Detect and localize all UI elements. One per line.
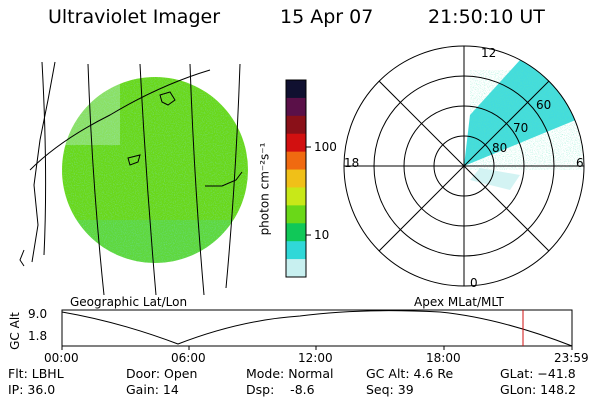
geo-longitude-readout: GLon: 148.2 (500, 382, 576, 397)
mlt-label-6: 6 (576, 156, 584, 170)
mlt-label-18: 18 (344, 156, 360, 170)
geo-latitude-readout: GLat: −41.8 (500, 366, 576, 381)
scale-tick-100: 100 (314, 140, 337, 154)
coastline (19, 61, 243, 267)
orbit-ytick-min: 1.8 (28, 329, 48, 343)
scale-tick-10: 10 (314, 228, 330, 242)
orbit-ylabel: GC Alt (7, 312, 22, 350)
color-scale-segment (286, 241, 306, 260)
color-scale-segment (286, 115, 306, 135)
color-scale-segment (286, 223, 306, 242)
mlt-label-0: 0 (470, 276, 478, 290)
dsp-readout: Dsp: -8.6 (246, 382, 315, 397)
orbit-altitude-curve (61, 310, 573, 347)
orbit-plot (61, 309, 573, 350)
scale-unit-label: photon cm⁻²s⁻¹ (257, 142, 272, 236)
instrument-title: Ultraviolet Imager (48, 6, 221, 28)
polar-panel-label: Apex MLat/MLT (414, 295, 504, 309)
orbit-xtick-1200: 12:00 (298, 351, 333, 365)
mlt-label-12: 12 (481, 46, 497, 60)
color-scale-segment (286, 97, 306, 117)
color-scale (285, 79, 311, 278)
observation-time: 21:50:10 UT (428, 6, 545, 28)
ip-readout: IP: 36.0 (8, 382, 56, 397)
mode-readout: Mode: Normal (246, 366, 334, 381)
mlat-label-60: 60 (536, 98, 552, 112)
color-scale-segment (286, 80, 306, 99)
observation-date: 15 Apr 07 (280, 6, 374, 28)
color-scale-segment (286, 169, 306, 188)
orbit-xtick-1800: 18:00 (426, 351, 461, 365)
orbit-xtick-2359: 23:59 (554, 351, 589, 365)
orbit-xtick-0600: 06:00 (171, 351, 206, 365)
orbit-ytick-max: 9.0 (28, 307, 48, 321)
color-scale-bar (286, 80, 306, 278)
gc-altitude-readout: GC Alt: 4.6 Re (366, 366, 454, 381)
auroral-emission (470, 70, 584, 170)
color-scale-segment (286, 205, 306, 224)
color-scale-segment (286, 187, 306, 206)
door-readout: Door: Open (126, 366, 198, 381)
geographic-disk (19, 61, 248, 296)
color-scale-segment (286, 259, 306, 278)
gain-readout: Gain: 14 (126, 382, 179, 397)
sequence-readout: Seq: 39 (366, 382, 414, 397)
polar-plot (343, 45, 585, 287)
orbit-xtick-0000: 00:00 (44, 351, 79, 365)
filter-readout: Flt: LBHL (8, 366, 64, 381)
polar-grid (343, 45, 585, 287)
mlat-label-70: 70 (513, 121, 529, 135)
geo-panel-label: Geographic Lat/Lon (70, 295, 188, 309)
color-scale-segment (286, 133, 306, 153)
mlat-label-80: 80 (492, 141, 508, 155)
map-grid (29, 61, 241, 296)
color-scale-segment (286, 151, 306, 171)
